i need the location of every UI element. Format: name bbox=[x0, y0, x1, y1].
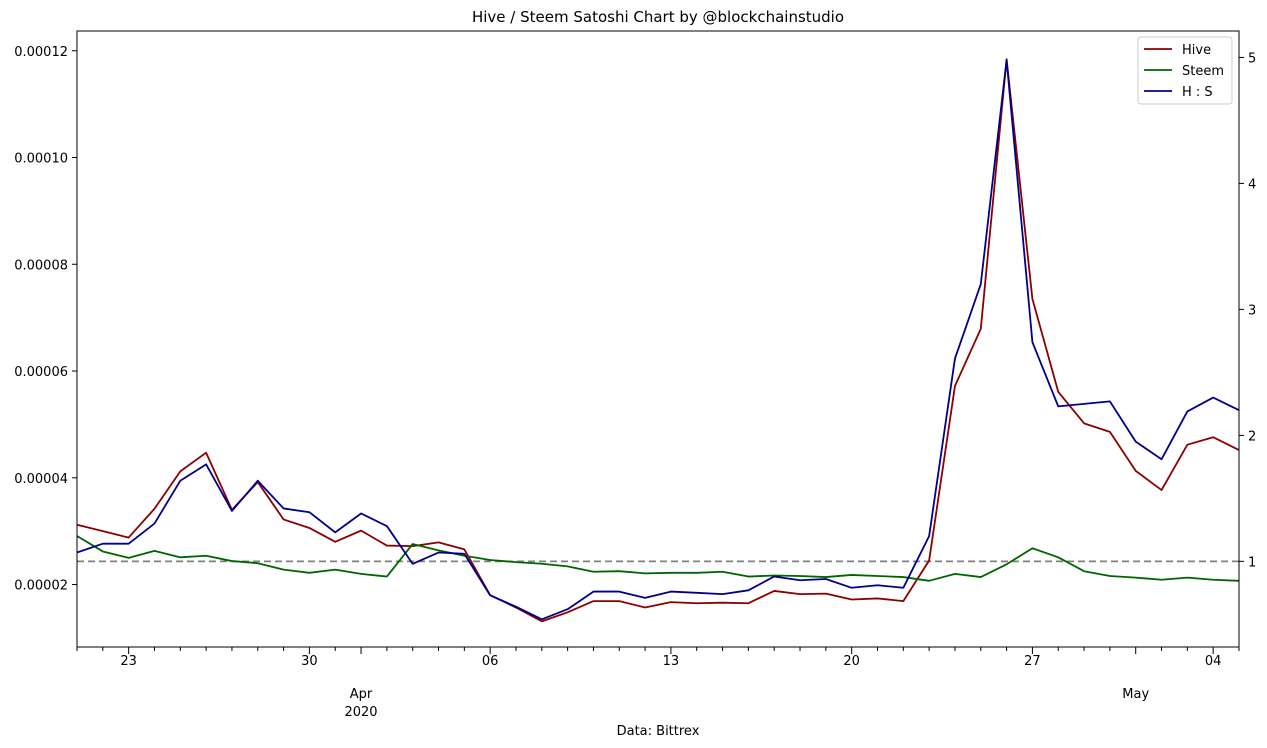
left-y-tick-label: 0.00008 bbox=[14, 258, 68, 273]
plot-area bbox=[76, 58, 1240, 623]
legend-box bbox=[1137, 36, 1233, 105]
left-y-axis: 0.00002 0.00004 0.00006 0.00008 0.00010 0.000… bbox=[14, 45, 77, 594]
x-tick-label: 13 bbox=[663, 654, 680, 669]
left-y-tick-label: 0.00010 bbox=[14, 152, 68, 167]
series-line-steem bbox=[76, 535, 1240, 582]
legend-label: Hive bbox=[1182, 43, 1211, 58]
x-tick-label: 23 bbox=[120, 654, 137, 669]
right-y-axis: 1 2 3 4 5 bbox=[1239, 51, 1256, 570]
left-y-tick-label: 0.00006 bbox=[14, 365, 68, 380]
x-tick-label: 20 bbox=[843, 654, 860, 669]
left-y-tick-label: 0.00004 bbox=[14, 472, 68, 487]
x-month-label: Apr bbox=[350, 687, 373, 702]
x-year-label: 2020 bbox=[344, 705, 377, 720]
x-axis-label: Data: Bittrex bbox=[617, 724, 700, 739]
legend-label: Steem bbox=[1182, 64, 1224, 79]
right-y-tick-label: 2 bbox=[1248, 429, 1256, 444]
legend-label: H : S bbox=[1182, 85, 1213, 100]
series-layer bbox=[76, 58, 1240, 623]
right-y-tick-label: 1 bbox=[1248, 555, 1256, 570]
x-tick-label: 04 bbox=[1205, 654, 1222, 669]
chart-title: Hive / Steem Satoshi Chart by @blockchai… bbox=[472, 8, 844, 26]
series-line-h-s bbox=[76, 59, 1240, 621]
right-y-tick-label: 5 bbox=[1248, 51, 1256, 66]
right-y-tick-label: 3 bbox=[1248, 303, 1256, 318]
left-y-tick-label: 0.00002 bbox=[14, 579, 68, 594]
plot-frame bbox=[76, 30, 1240, 648]
x-tick-label: 27 bbox=[1024, 654, 1041, 669]
x-axis: 23 30 06 13 20 27 04 Apr 2020 May bbox=[76, 647, 1240, 720]
series-line-hive bbox=[76, 58, 1240, 623]
x-tick-label: 06 bbox=[482, 654, 499, 669]
legend: Hive Steem H : S bbox=[1137, 36, 1233, 105]
x-month-label: May bbox=[1122, 687, 1149, 702]
x-tick-label: 30 bbox=[301, 654, 318, 669]
right-y-tick-label: 4 bbox=[1248, 177, 1256, 192]
left-y-tick-label: 0.00012 bbox=[14, 45, 68, 60]
